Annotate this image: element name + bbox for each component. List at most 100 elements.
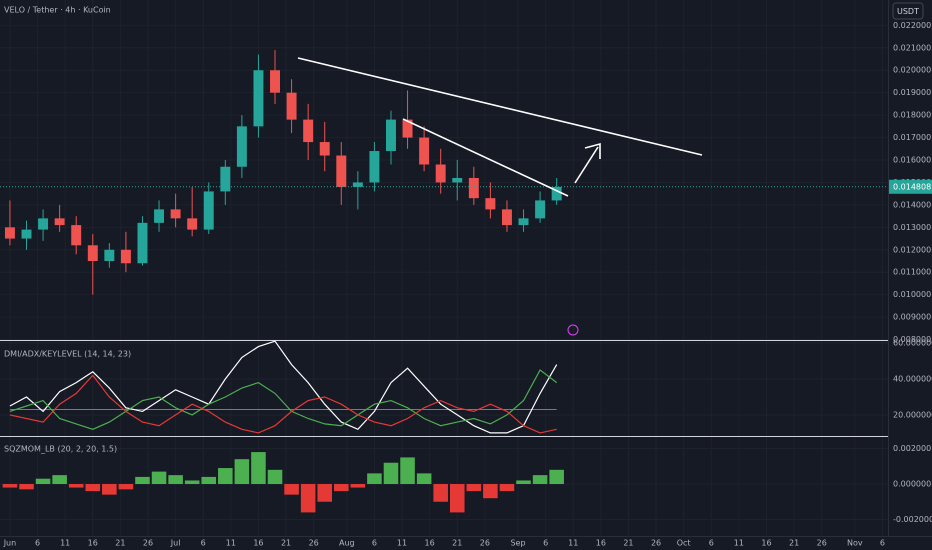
- y-tick-label: 0.000000: [893, 480, 931, 489]
- x-tick-label: 6: [709, 539, 714, 548]
- last-price-label: 0.014808: [893, 182, 931, 191]
- candle-body: [485, 198, 496, 210]
- candle-body: [203, 191, 214, 230]
- momentum-bar: [466, 484, 482, 492]
- momentum-bar: [35, 478, 51, 485]
- momentum-bar: [135, 476, 150, 485]
- x-tick-label: Nov: [847, 539, 863, 548]
- candle-body: [319, 142, 330, 156]
- x-tick-label: 16: [253, 539, 263, 548]
- momentum-bar: [151, 471, 167, 485]
- momentum-bar: [549, 469, 564, 485]
- candle-body: [137, 222, 148, 264]
- currency-label[interactable]: USDT: [897, 7, 919, 16]
- candle-body: [435, 164, 446, 183]
- candle-body: [21, 229, 32, 239]
- y-tick-label: -0.002000: [893, 515, 932, 524]
- trend-line: [297, 57, 703, 156]
- momentum-bar: [184, 480, 200, 485]
- x-tick-label: 6: [543, 539, 548, 548]
- momentum-bar: [52, 475, 67, 485]
- x-tick-label: 21: [115, 539, 125, 548]
- candle-body: [386, 119, 396, 152]
- x-tick-label: 6: [35, 539, 40, 548]
- x-tick-label: 26: [817, 539, 827, 548]
- candle-body: [402, 119, 413, 138]
- candle-body: [286, 92, 297, 120]
- candle-body: [170, 209, 181, 219]
- candle-body: [54, 218, 65, 226]
- momentum-bar: [19, 484, 34, 490]
- x-tick-label: Jul: [170, 539, 181, 548]
- candle-body: [4, 227, 15, 239]
- x-tick-label: 11: [734, 539, 744, 548]
- arrow-head: [584, 142, 601, 159]
- momentum-bar: [499, 484, 515, 492]
- momentum-bar: [449, 484, 465, 513]
- y-tick-label: 0.013000: [893, 223, 931, 232]
- x-tick-label: 11: [60, 539, 70, 548]
- momentum-bar: [168, 475, 183, 485]
- chart-title: VELO / Tether · 4h · KuCoin: [4, 6, 111, 15]
- y-tick-label: 0.009000: [893, 313, 931, 322]
- y-tick-label: 0.017000: [893, 133, 931, 142]
- candle-body: [253, 70, 264, 127]
- candle-body: [38, 218, 49, 230]
- momentum-bar: [284, 484, 299, 495]
- x-tick-label: 26: [480, 539, 490, 548]
- candle-body: [452, 177, 463, 183]
- x-tick-label: 11: [226, 539, 236, 548]
- momentum-bar: [516, 480, 531, 485]
- y-tick-label: 0.012000: [893, 245, 931, 254]
- candle-body: [303, 119, 314, 143]
- x-tick-label: 16: [88, 539, 98, 548]
- momentum-bar: [367, 473, 382, 485]
- x-tick-label: 16: [425, 539, 435, 548]
- x-tick-label: 11: [397, 539, 407, 548]
- x-tick-label: Aug: [339, 539, 355, 548]
- indicator-line: [9, 374, 557, 434]
- y-tick-label: 0.020000: [893, 66, 931, 75]
- x-tick-label: 16: [596, 539, 606, 548]
- candle-body: [154, 209, 165, 223]
- momentum-bar: [334, 484, 349, 492]
- candle-body: [501, 209, 512, 226]
- last-price-tag: [889, 179, 932, 194]
- x-tick-label: 21: [623, 539, 633, 548]
- candle-body: [120, 249, 131, 264]
- x-tick-label: Sep: [510, 539, 525, 548]
- y-tick-label: 20.000000: [893, 410, 932, 419]
- y-tick-label: 40.000000: [893, 374, 932, 383]
- y-tick-label: 0.019000: [893, 88, 931, 97]
- momentum-bar: [118, 484, 134, 490]
- y-tick-label: 0.011000: [893, 268, 931, 277]
- candle-body: [535, 200, 546, 219]
- momentum-bar: [433, 484, 448, 502]
- y-tick-label: 0.021000: [893, 43, 931, 52]
- momentum-bar: [300, 484, 316, 513]
- y-tick-label: 0.018000: [893, 111, 931, 120]
- grid: [0, 0, 888, 536]
- candle-body: [87, 245, 98, 262]
- momentum-bar: [317, 484, 332, 502]
- x-tick-label: 21: [789, 539, 799, 548]
- currency-button[interactable]: [892, 2, 924, 20]
- candle-body: [187, 218, 198, 230]
- y-tick-label: 0.010000: [893, 290, 931, 299]
- momentum-bar: [267, 469, 283, 485]
- y-tick-label: 0.022000: [893, 21, 931, 30]
- x-tick-label: 11: [568, 539, 578, 548]
- momentum-bar: [234, 459, 250, 485]
- momentum-bar: [251, 452, 266, 485]
- momentum-bar: [383, 462, 399, 485]
- y-tick-label: 60.000000: [893, 338, 932, 347]
- momentum-bar: [350, 484, 366, 488]
- candle-body: [220, 166, 231, 192]
- candle-body: [518, 218, 529, 226]
- x-tick-label: 6: [201, 539, 206, 548]
- x-tick-label: 21: [281, 539, 291, 548]
- x-tick-label: 26: [143, 539, 153, 548]
- x-tick-label: 6: [880, 539, 885, 548]
- y-tick-label: 0.016000: [893, 156, 931, 165]
